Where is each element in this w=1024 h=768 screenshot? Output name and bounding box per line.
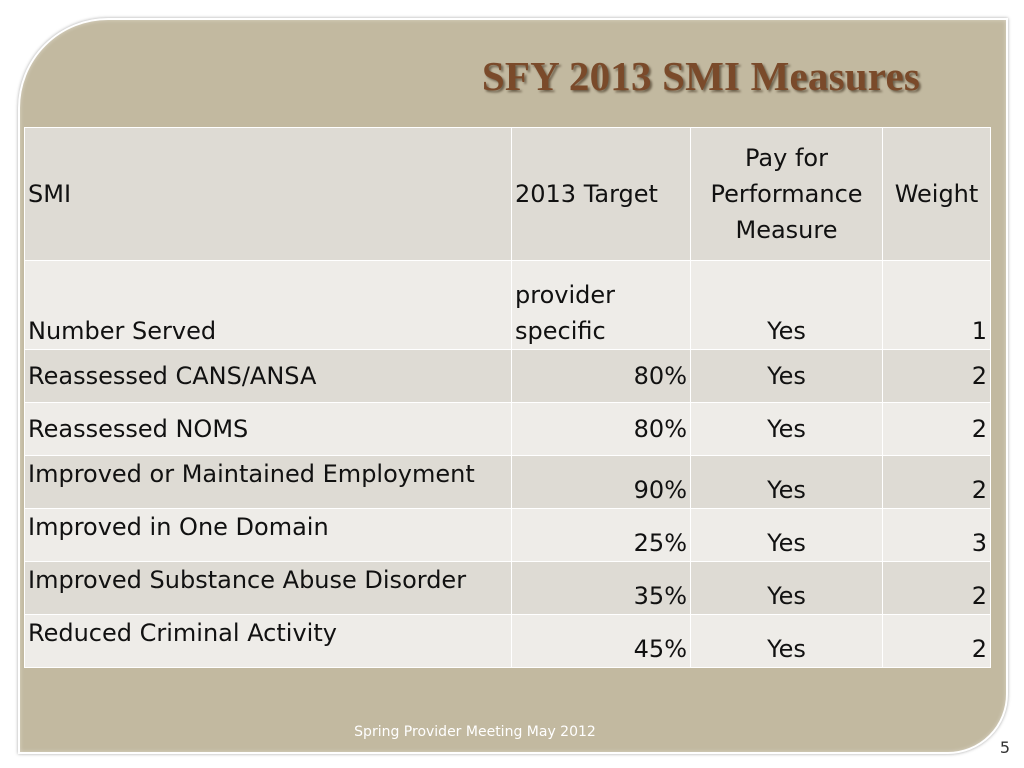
measure-pay: Yes <box>690 508 883 562</box>
measure-weight: 2 <box>882 402 991 456</box>
measure-target: 80% <box>511 349 691 403</box>
measure-target: 35% <box>511 561 691 615</box>
slide-title: SFY 2013 SMI Measures <box>481 53 920 99</box>
measure-target: 90% <box>511 455 691 509</box>
measure-pay: Yes <box>690 402 883 456</box>
table-row: Number Served provider specific Yes 1 <box>24 260 991 350</box>
header-pay-for-performance: Pay for Performance Measure <box>690 127 883 261</box>
measure-pay: Yes <box>690 260 883 350</box>
measure-name: Improved Substance Abuse Disorder <box>24 561 512 615</box>
slide-footer: Spring Provider Meeting May 2012 <box>354 724 596 740</box>
measure-name: Reassessed CANS/ANSA <box>24 349 512 403</box>
measure-target: provider specific <box>511 260 691 350</box>
measure-name: Improved in One Domain <box>24 508 512 562</box>
page-number: 5 <box>999 738 1010 757</box>
measures-table: SMI 2013 Target Pay for Performance Meas… <box>24 127 991 668</box>
measure-weight: 2 <box>882 455 991 509</box>
table-row: Reassessed CANS/ANSA 80% Yes 2 <box>24 349 991 403</box>
header-smi: SMI <box>24 127 512 261</box>
measure-target: 80% <box>511 402 691 456</box>
measure-pay: Yes <box>690 614 883 668</box>
measure-pay: Yes <box>690 455 883 509</box>
measure-target: 45% <box>511 614 691 668</box>
header-weight: Weight <box>882 127 991 261</box>
table-row: Improved in One Domain 25% Yes 3 <box>24 508 991 562</box>
measure-weight: 1 <box>882 260 991 350</box>
table-row: Improved Substance Abuse Disorder 35% Ye… <box>24 561 991 615</box>
measure-pay: Yes <box>690 561 883 615</box>
measure-weight: 2 <box>882 561 991 615</box>
table-row: Reduced Criminal Activity 45% Yes 2 <box>24 614 991 668</box>
table-row: Improved or Maintained Employment 90% Ye… <box>24 455 991 509</box>
measure-name: Reassessed NOMS <box>24 402 512 456</box>
table-row: Reassessed NOMS 80% Yes 2 <box>24 402 991 456</box>
measure-target: 25% <box>511 508 691 562</box>
measure-weight: 3 <box>882 508 991 562</box>
measure-pay: Yes <box>690 349 883 403</box>
measure-weight: 2 <box>882 614 991 668</box>
measure-name: Improved or Maintained Employment <box>24 455 512 509</box>
measure-weight: 2 <box>882 349 991 403</box>
measure-name: Reduced Criminal Activity <box>24 614 512 668</box>
table-header-row: SMI 2013 Target Pay for Performance Meas… <box>24 127 991 261</box>
header-target: 2013 Target <box>511 127 691 261</box>
measure-name: Number Served <box>24 260 512 350</box>
